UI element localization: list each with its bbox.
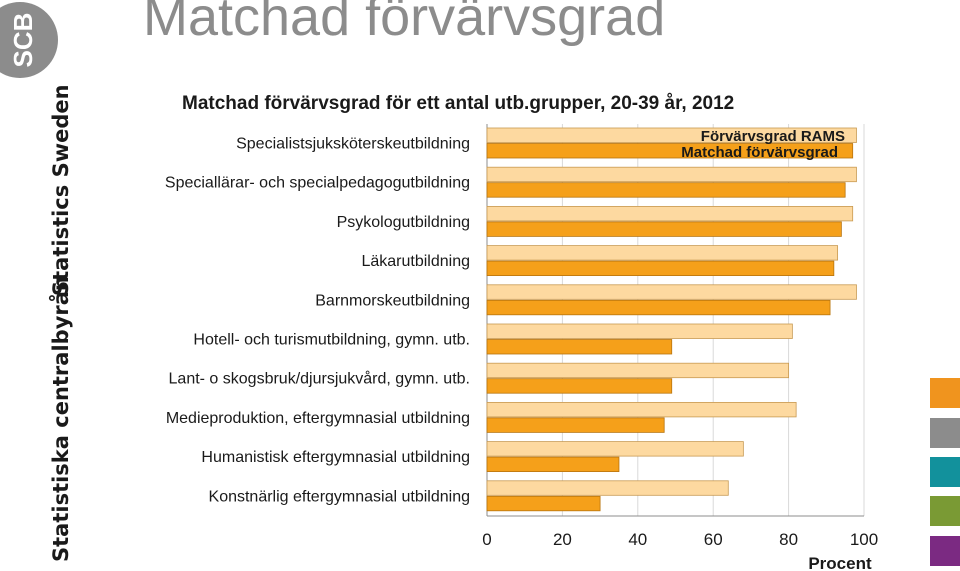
side-label-bottom: Statistiska centralbyrån bbox=[48, 276, 73, 562]
bar-rams bbox=[486, 362, 790, 379]
category-label: Hotell- och turismutbildning, gymn. utb. bbox=[193, 332, 470, 349]
bar-matchad bbox=[486, 182, 846, 198]
bar-rams bbox=[486, 441, 744, 457]
x-tick-label: 60 bbox=[704, 530, 723, 549]
side-brand-labels: Statistics Sweden Statistiska centralbyr… bbox=[48, 84, 73, 562]
bar-matchad bbox=[486, 221, 842, 237]
category-label: Lant- o skogsbruk/djursjukvård, gymn. ut… bbox=[169, 370, 470, 388]
bar-rams bbox=[486, 166, 857, 183]
bar-matchad bbox=[486, 495, 601, 512]
category-label: Barnmorskeutbildning bbox=[315, 292, 470, 309]
bar-matchad bbox=[486, 417, 665, 433]
scb-logo: SCB bbox=[0, 2, 58, 78]
chart-title: Matchad förvärvsgrad för ett antal utb.g… bbox=[182, 93, 735, 114]
x-tick-label: 80 bbox=[779, 530, 798, 549]
color-swatch bbox=[930, 378, 960, 408]
color-swatch bbox=[930, 496, 960, 526]
bar-rams bbox=[486, 401, 797, 418]
bar-matchad bbox=[486, 299, 831, 316]
bar-rams bbox=[486, 323, 793, 339]
category-label: Konstnärlig eftergymnasial utbildning bbox=[209, 488, 470, 505]
x-axis-label: Procent bbox=[808, 554, 872, 571]
color-swatch bbox=[930, 457, 960, 487]
slide-title: Matchad förvärvsgrad bbox=[143, 0, 666, 47]
bar-rams bbox=[486, 127, 857, 143]
color-swatch bbox=[930, 536, 960, 566]
bar-matchad bbox=[486, 260, 835, 277]
x-tick-label: 100 bbox=[850, 530, 878, 549]
category-label: Humanistisk eftergymnasial utbildning bbox=[201, 449, 470, 466]
category-label: Specialistsjuksköterskeutbildning bbox=[236, 136, 470, 153]
bar-rams bbox=[486, 480, 729, 496]
bar-rams bbox=[486, 245, 839, 261]
legend-label-rams: Förvärvsgrad RAMS bbox=[701, 128, 845, 145]
legend-label-matchad: Matchad förvärvsgrad bbox=[681, 144, 838, 161]
category-label: Läkarutbildning bbox=[361, 253, 470, 270]
bar-matchad bbox=[486, 378, 673, 394]
x-tick-label: 40 bbox=[628, 530, 647, 549]
bar-matchad bbox=[486, 456, 620, 473]
category-label: Psykologutbildning bbox=[337, 214, 470, 231]
bar-rams bbox=[486, 205, 854, 222]
x-tick-label: 0 bbox=[482, 530, 491, 549]
bar-matchad bbox=[486, 339, 673, 355]
side-label-top: Statistics Sweden bbox=[49, 84, 73, 296]
category-label: Speciallärar- och specialpedagogutbildni… bbox=[165, 175, 470, 192]
bar-matchad bbox=[486, 143, 854, 159]
color-swatch bbox=[930, 418, 960, 448]
scb-logo-text: SCB bbox=[8, 13, 38, 68]
bar-rams bbox=[486, 284, 857, 300]
x-tick-label: 20 bbox=[553, 530, 572, 549]
category-label: Medieproduktion, eftergymnasial utbildni… bbox=[166, 410, 470, 427]
